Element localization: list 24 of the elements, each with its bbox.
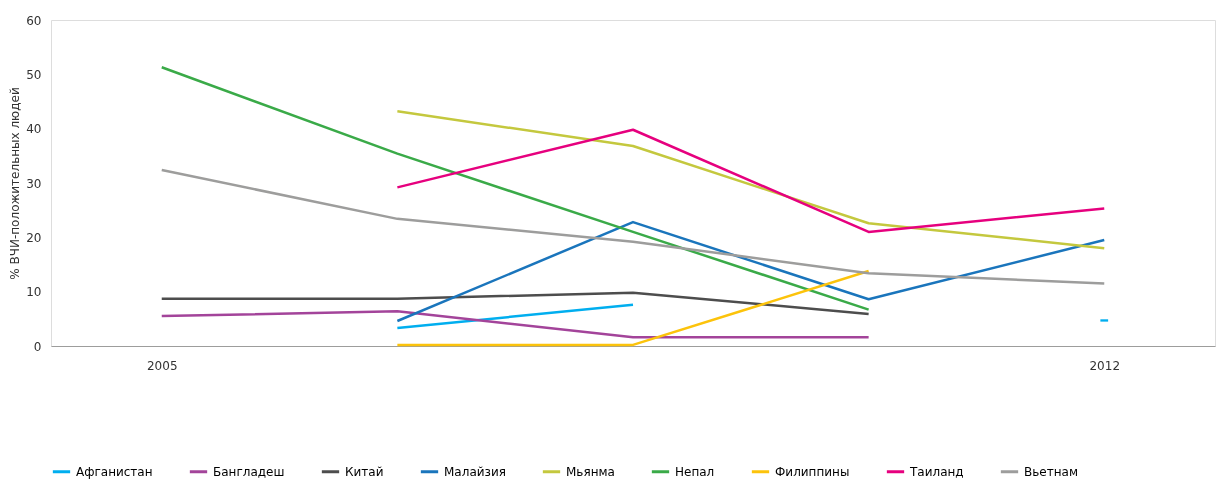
legend-label: Бангладеш bbox=[213, 464, 285, 479]
y-tick-label: 40 bbox=[26, 122, 42, 137]
y-axis-title: % ВЧИ-положительных людей bbox=[8, 87, 23, 280]
y-tick-label: 60 bbox=[26, 13, 42, 28]
legend-label: Филиппины bbox=[775, 464, 850, 479]
legend-label: Вьетнам bbox=[1024, 464, 1078, 479]
x-tick-label: 2012 bbox=[1089, 358, 1121, 373]
y-tick-label: 10 bbox=[26, 285, 42, 300]
legend-label: Таиланд bbox=[909, 464, 964, 479]
line-series bbox=[396, 110, 1106, 250]
line-series bbox=[160, 168, 1106, 285]
legend-label: Китай bbox=[345, 464, 384, 479]
legend-label: Малайзия bbox=[444, 464, 506, 479]
y-tick-label: 0 bbox=[33, 339, 42, 354]
y-tick-label: 30 bbox=[26, 176, 42, 191]
line-series bbox=[396, 128, 1106, 234]
line-series bbox=[396, 220, 1106, 323]
line-series bbox=[160, 66, 870, 311]
legend-label: Мьянма bbox=[566, 464, 615, 479]
legend-label: Непал bbox=[675, 464, 715, 479]
legend-label: Афганистан bbox=[76, 464, 153, 479]
y-tick-label: 20 bbox=[26, 230, 42, 245]
x-tick-label: 2005 bbox=[146, 358, 178, 373]
y-tick-label: 50 bbox=[26, 67, 42, 82]
